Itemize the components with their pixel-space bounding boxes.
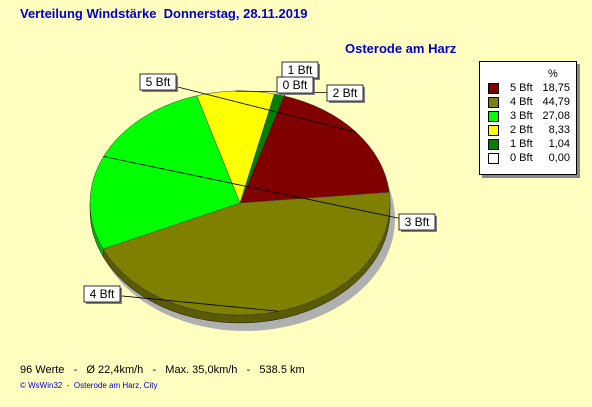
legend-swatch xyxy=(488,153,499,164)
chart-title: Verteilung Windstärke Donnerstag, 28.11.… xyxy=(20,6,308,21)
slice-label: 1 Bft xyxy=(288,63,313,77)
label-pointer xyxy=(103,156,418,223)
label-pointer xyxy=(157,81,357,133)
legend-label: 2 Bft xyxy=(510,124,533,136)
slice-label: 2 Bft xyxy=(333,86,358,100)
label-box xyxy=(276,76,314,94)
label-box xyxy=(83,285,121,303)
label-pointer xyxy=(101,293,279,312)
legend-value: 0,00 xyxy=(548,152,570,164)
legend-row: 3 Bft 27,08 xyxy=(488,110,574,122)
legend-label: 3 Bft xyxy=(510,110,533,122)
slice-label: 3 Bft xyxy=(405,215,430,229)
legend-label: 5 Bft xyxy=(510,82,533,94)
legend-swatch xyxy=(488,139,499,150)
legend-value: 8,33 xyxy=(548,124,570,136)
legend-swatch xyxy=(488,83,499,94)
legend-label: 4 Bft xyxy=(510,96,533,108)
legend-swatch xyxy=(488,111,499,122)
legend-row: 5 Bft 18,75 xyxy=(488,82,574,94)
label-box xyxy=(398,213,436,231)
legend-swatch xyxy=(488,125,499,136)
slice-label: 5 Bft xyxy=(146,75,171,89)
legend-value: 18,75 xyxy=(542,82,570,94)
slice-label: 4 Bft xyxy=(90,287,115,301)
legend: % 5 Bft 18,75 4 Bft 44,79 3 Bft 27,08 2 Bft 8,3… xyxy=(479,61,577,175)
legend-swatch xyxy=(488,97,499,108)
legend-row: 4 Bft 44,79 xyxy=(488,96,574,108)
legend-label: 1 Bft xyxy=(510,138,533,150)
legend-value: 27,08 xyxy=(542,110,570,122)
legend-row: 0 Bft 0,00 xyxy=(488,152,574,164)
legend-label: 0 Bft xyxy=(510,152,533,164)
legend-row: 1 Bft 1,04 xyxy=(488,138,574,150)
slice-label: 0 Bft xyxy=(283,78,308,92)
legend-header: % xyxy=(548,68,558,80)
legend-value: 1,04 xyxy=(548,138,570,150)
label-box xyxy=(326,84,364,102)
footer-credit: © WsWin32 - Osterode am Harz, City xyxy=(20,381,158,390)
stats-line: 96 Werte - Ø 22,4km/h - Max. 35,0km/h - … xyxy=(20,364,305,376)
chart-subtitle: Osterode am Harz xyxy=(345,41,457,56)
legend-row: 2 Bft 8,33 xyxy=(488,124,574,136)
legend-value: 44,79 xyxy=(542,96,570,108)
label-box xyxy=(139,73,177,91)
